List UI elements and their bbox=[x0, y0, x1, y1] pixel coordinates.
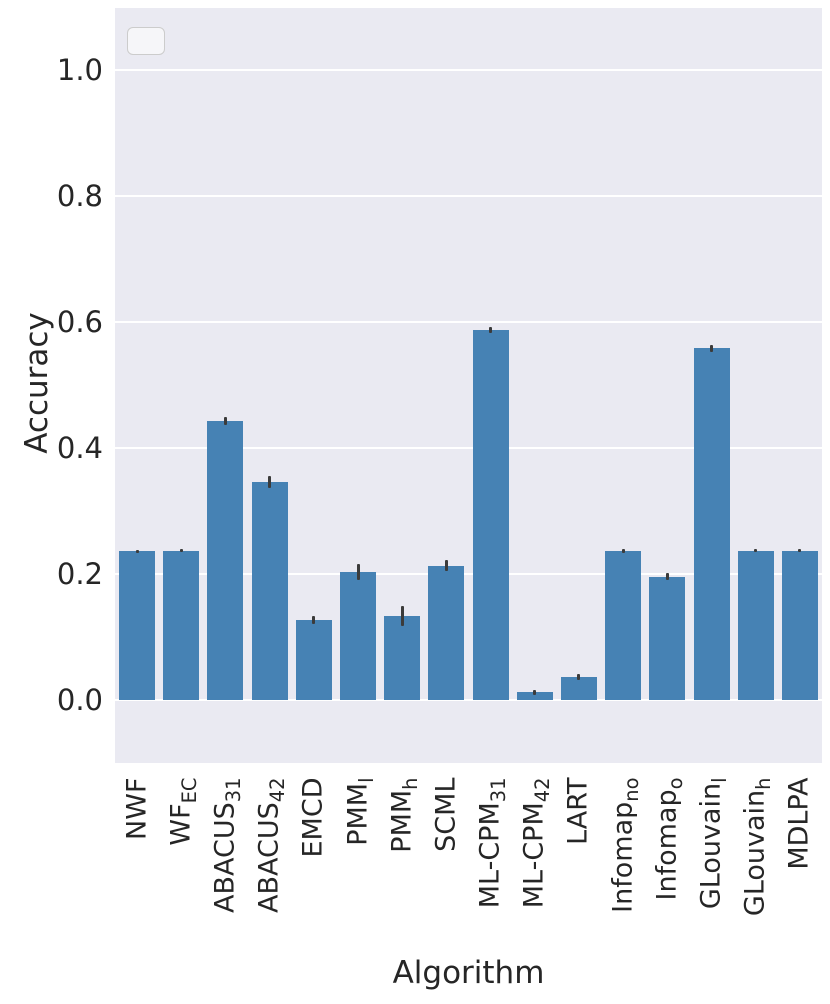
x-tick-label: Infomapno bbox=[607, 777, 643, 913]
x-tick-label: GLouvainl bbox=[695, 777, 731, 909]
gridline bbox=[115, 573, 822, 575]
bar bbox=[693, 348, 730, 700]
error-bar bbox=[665, 573, 669, 580]
error-bar bbox=[444, 560, 448, 572]
gridline bbox=[115, 699, 822, 701]
y-tick-label: 0.4 bbox=[56, 431, 103, 465]
x-tick-label: EMCD bbox=[297, 777, 329, 857]
gridline bbox=[115, 69, 822, 71]
bar bbox=[516, 692, 553, 700]
error-bar bbox=[621, 548, 625, 553]
bar bbox=[472, 330, 509, 700]
gridline bbox=[115, 321, 822, 323]
error-bar bbox=[356, 563, 360, 581]
bar bbox=[560, 677, 597, 700]
bar bbox=[251, 482, 288, 700]
x-tick-label: PMMl bbox=[342, 777, 378, 846]
x-tick-label: SCML bbox=[430, 777, 462, 852]
error-bar bbox=[135, 550, 139, 554]
legend-box bbox=[127, 27, 165, 55]
error-bar bbox=[798, 549, 802, 553]
error-bar bbox=[489, 327, 493, 334]
x-tick-label: PMMh bbox=[386, 777, 422, 853]
gridline bbox=[115, 447, 822, 449]
error-bar bbox=[400, 606, 404, 627]
x-tick-label: WFEC bbox=[165, 777, 201, 846]
x-tick-labels: NWF WFEC ABACUS31 ABACUS42 EMCD PMMl PMMh SCML M… bbox=[115, 771, 822, 961]
x-tick-label: NWF bbox=[121, 777, 153, 840]
bar bbox=[119, 551, 156, 700]
error-bar bbox=[312, 616, 316, 624]
error-bar bbox=[223, 417, 227, 425]
gridline bbox=[115, 195, 822, 197]
bar bbox=[295, 619, 332, 700]
error-bar bbox=[710, 345, 714, 352]
y-tick-label: 0.0 bbox=[56, 683, 103, 717]
x-tick-label: LART bbox=[562, 777, 594, 845]
bar bbox=[163, 550, 200, 700]
bar bbox=[207, 420, 244, 700]
bar bbox=[340, 572, 377, 700]
y-tick-label: 0.8 bbox=[56, 179, 103, 213]
x-tick-label: ML-CPM31 bbox=[474, 777, 510, 908]
x-tick-label: MDLPA bbox=[783, 777, 815, 870]
bar bbox=[428, 565, 465, 700]
x-tick-label: Infomapo bbox=[651, 777, 687, 900]
bar bbox=[781, 550, 818, 700]
plot-area bbox=[115, 8, 822, 763]
error-bar bbox=[179, 549, 183, 553]
y-tick-label: 0.6 bbox=[56, 305, 103, 339]
y-tick-label: 0.2 bbox=[56, 557, 103, 591]
x-axis-label: Algorithm bbox=[392, 955, 545, 991]
error-bar bbox=[754, 549, 758, 553]
bar bbox=[649, 576, 686, 700]
bar bbox=[384, 616, 421, 700]
error-bar bbox=[533, 689, 537, 695]
x-tick-label: GLouvainh bbox=[739, 777, 776, 916]
x-tick-label: ABACUS42 bbox=[253, 777, 290, 913]
y-tick-labels: 0.0 0.2 0.4 0.6 0.8 1.0 bbox=[0, 8, 103, 763]
bar bbox=[737, 550, 774, 700]
error-bar bbox=[268, 475, 272, 489]
error-bar bbox=[577, 674, 581, 681]
bar bbox=[605, 550, 642, 700]
x-tick-label: ABACUS31 bbox=[209, 777, 245, 913]
y-tick-label: 1.0 bbox=[56, 53, 103, 87]
x-tick-label: ML-CPM42 bbox=[518, 777, 555, 908]
